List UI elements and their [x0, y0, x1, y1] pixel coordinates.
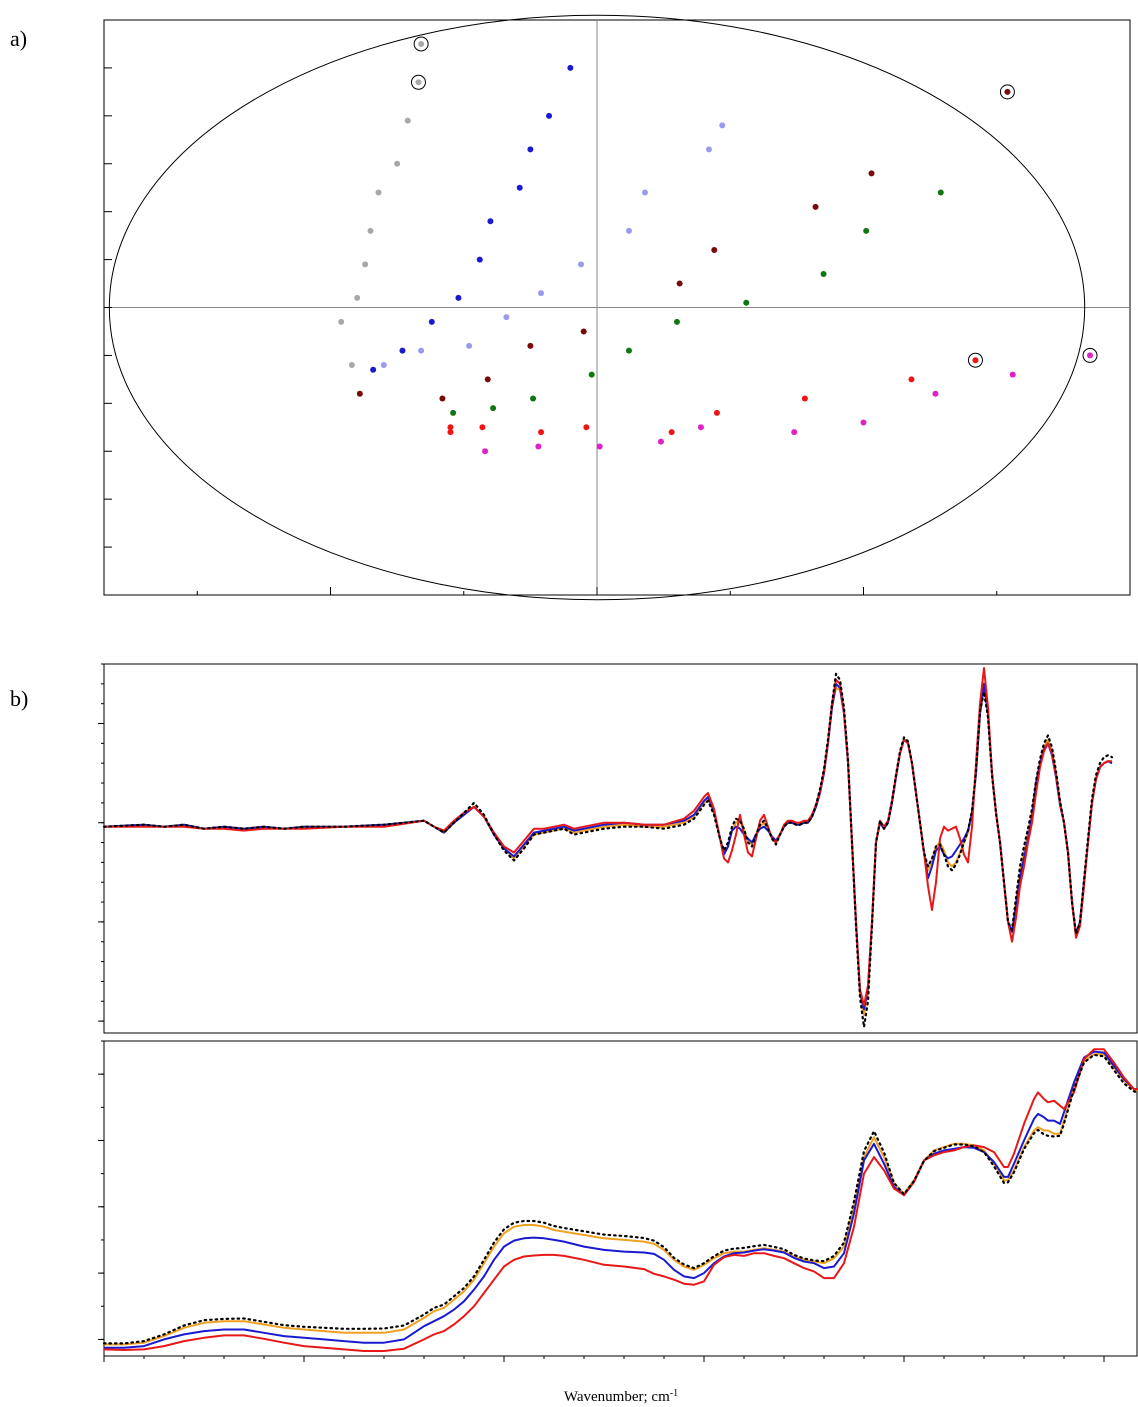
spectrum-line-red: [104, 667, 1112, 1007]
data-point: [719, 122, 726, 129]
confidence-ellipse: [108, 14, 1086, 601]
data-point: [370, 366, 377, 373]
data-point: [860, 419, 867, 426]
highlight-ring: [410, 74, 426, 90]
data-point: [625, 227, 632, 234]
data-point: [348, 362, 355, 368]
data-point: [535, 443, 542, 450]
data-point: [972, 357, 979, 364]
data-point: [1004, 88, 1011, 95]
highlight-ring: [413, 36, 429, 52]
highlight-ring: [999, 84, 1015, 100]
data-point: [697, 424, 704, 431]
data-point: [812, 203, 819, 210]
pca-score-plot: [103, 14, 1131, 601]
data-point: [375, 189, 382, 196]
data-point: [801, 395, 808, 402]
data-point: [338, 318, 345, 325]
data-point: [399, 347, 406, 354]
data-point: [447, 424, 454, 431]
data-point: [1009, 371, 1016, 378]
data-point: [447, 429, 454, 436]
panel-a-letter: a): [10, 26, 28, 51]
data-point: [908, 376, 915, 383]
data-point: [641, 189, 648, 196]
data-point: [743, 299, 750, 306]
data-point: [527, 342, 534, 349]
data-point: [538, 429, 545, 436]
highlight-ring: [967, 352, 983, 368]
data-point: [418, 347, 425, 354]
panel-b-letter: b): [10, 686, 29, 711]
data-point: [863, 227, 870, 234]
spectrum-line-black: [102, 1053, 1138, 1345]
data-point: [455, 294, 462, 301]
data-point: [530, 395, 537, 402]
data-point: [625, 347, 632, 354]
spectrum-line-red: [103, 1048, 1138, 1352]
data-point: [583, 424, 590, 431]
data-point: [516, 184, 523, 191]
data-point: [588, 371, 595, 378]
data-point: [490, 405, 497, 412]
data-point: [428, 318, 435, 325]
data-point: [418, 40, 425, 47]
data-point: [527, 146, 534, 153]
data-point: [711, 247, 718, 253]
x-axis-label: Wavenumber; cm-1: [564, 1388, 678, 1406]
data-point: [868, 170, 875, 177]
data-point: [450, 409, 457, 416]
data-point: [404, 117, 411, 124]
data-point: [657, 438, 664, 445]
spectrum-line-blue: [104, 1050, 1138, 1349]
data-point: [482, 448, 489, 455]
data-point: [578, 261, 585, 268]
data-point: [567, 64, 574, 71]
data-point: [673, 318, 680, 325]
data-point: [676, 280, 683, 287]
data-point: [479, 424, 486, 431]
x-axis-label-text: Wavenumber; cm: [564, 1389, 670, 1405]
data-point: [668, 429, 675, 436]
data-point: [820, 270, 827, 277]
data-point: [791, 429, 798, 436]
data-point: [705, 146, 712, 153]
spectrum-line-blue: [103, 682, 1113, 1011]
data-point: [466, 342, 473, 349]
spectrum-line-black: [102, 672, 1114, 1029]
data-point: [596, 443, 603, 450]
data-point: [356, 390, 363, 397]
data-point: [484, 376, 491, 383]
plot-frame: [103, 663, 1138, 1034]
data-point: [394, 160, 401, 167]
data-point: [439, 395, 446, 402]
data-point: [580, 328, 587, 335]
data-point: [362, 261, 369, 268]
plot-frame: [103, 1040, 1138, 1357]
data-point: [380, 362, 387, 368]
data-point: [503, 314, 510, 321]
data-point: [354, 294, 361, 301]
highlight-ring: [1082, 347, 1098, 363]
x-axis-label-superscript: -1: [670, 1388, 678, 1399]
data-point: [487, 218, 494, 225]
data-point: [415, 79, 422, 86]
data-point: [1087, 352, 1094, 359]
data-point: [538, 290, 545, 297]
data-point: [476, 256, 483, 263]
spectrum-line-orange: [104, 1053, 1138, 1346]
data-point: [932, 390, 939, 397]
data-point: [713, 409, 720, 416]
data-point: [367, 227, 374, 234]
data-point: [546, 112, 553, 119]
data-point: [937, 189, 944, 196]
